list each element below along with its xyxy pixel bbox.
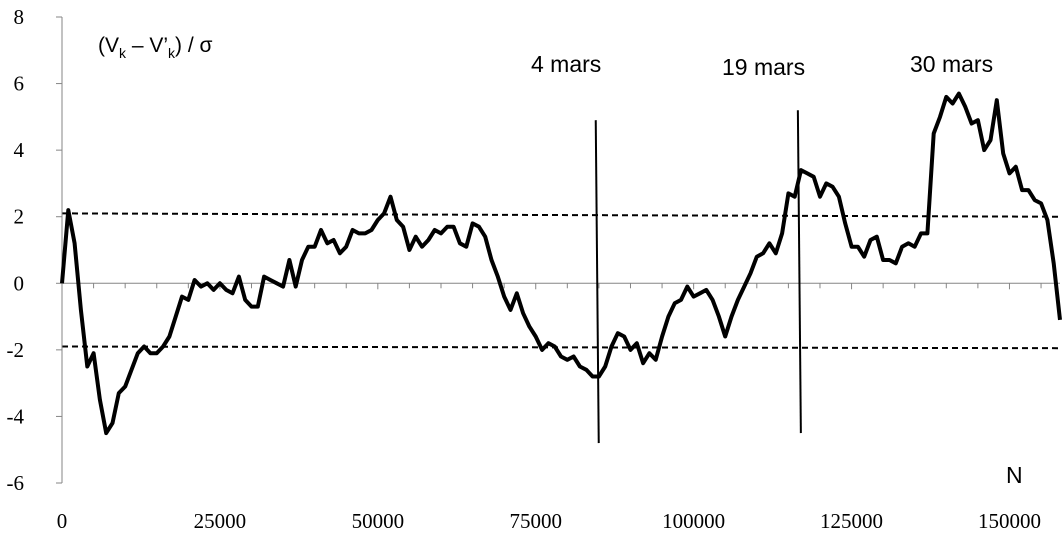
threshold-line: [61, 345, 1061, 350]
x-tick-label: 0: [57, 509, 68, 533]
x-tick-label: 50000: [352, 509, 405, 533]
y-tick-label: 6: [14, 72, 25, 96]
annotation-label-30-mars: 30 mars: [910, 51, 993, 77]
x-tick-label: 100000: [662, 509, 725, 533]
x-tick-label: 150000: [978, 509, 1041, 533]
threshold-line: [61, 212, 1061, 218]
event-lines: [594, 110, 802, 444]
annotation-label-19-mars: 19 mars: [722, 54, 805, 80]
y-tick-label: 2: [14, 205, 25, 229]
y-tick-label: -6: [7, 471, 25, 495]
x-tick-label: 25000: [194, 509, 247, 533]
axes: [61, 17, 1060, 483]
x-axis-label: N: [1006, 462, 1023, 488]
event-line: [796, 110, 802, 434]
y-tick-label: 0: [14, 271, 25, 295]
x-tick-label: 125000: [820, 509, 883, 533]
y-tick-label: -2: [7, 338, 25, 362]
x-ticks: 0 25000 50000 75000 100000 125000 150000: [57, 283, 1042, 533]
threshold-lines: [61, 212, 1061, 350]
series-line: [60, 91, 1062, 436]
y-axis-label: (Vk – V’k) / σ: [98, 34, 213, 61]
y-tick-label: 8: [14, 5, 25, 29]
y-ticks: -6 -4 -2 0 2 4 6 8: [7, 5, 62, 495]
annotation-label-4-mars: 4 mars: [531, 51, 601, 77]
x-tick-label: 75000: [509, 509, 562, 533]
y-tick-label: 4: [14, 138, 25, 162]
event-line: [594, 120, 600, 444]
y-tick-label: -4: [7, 404, 25, 428]
